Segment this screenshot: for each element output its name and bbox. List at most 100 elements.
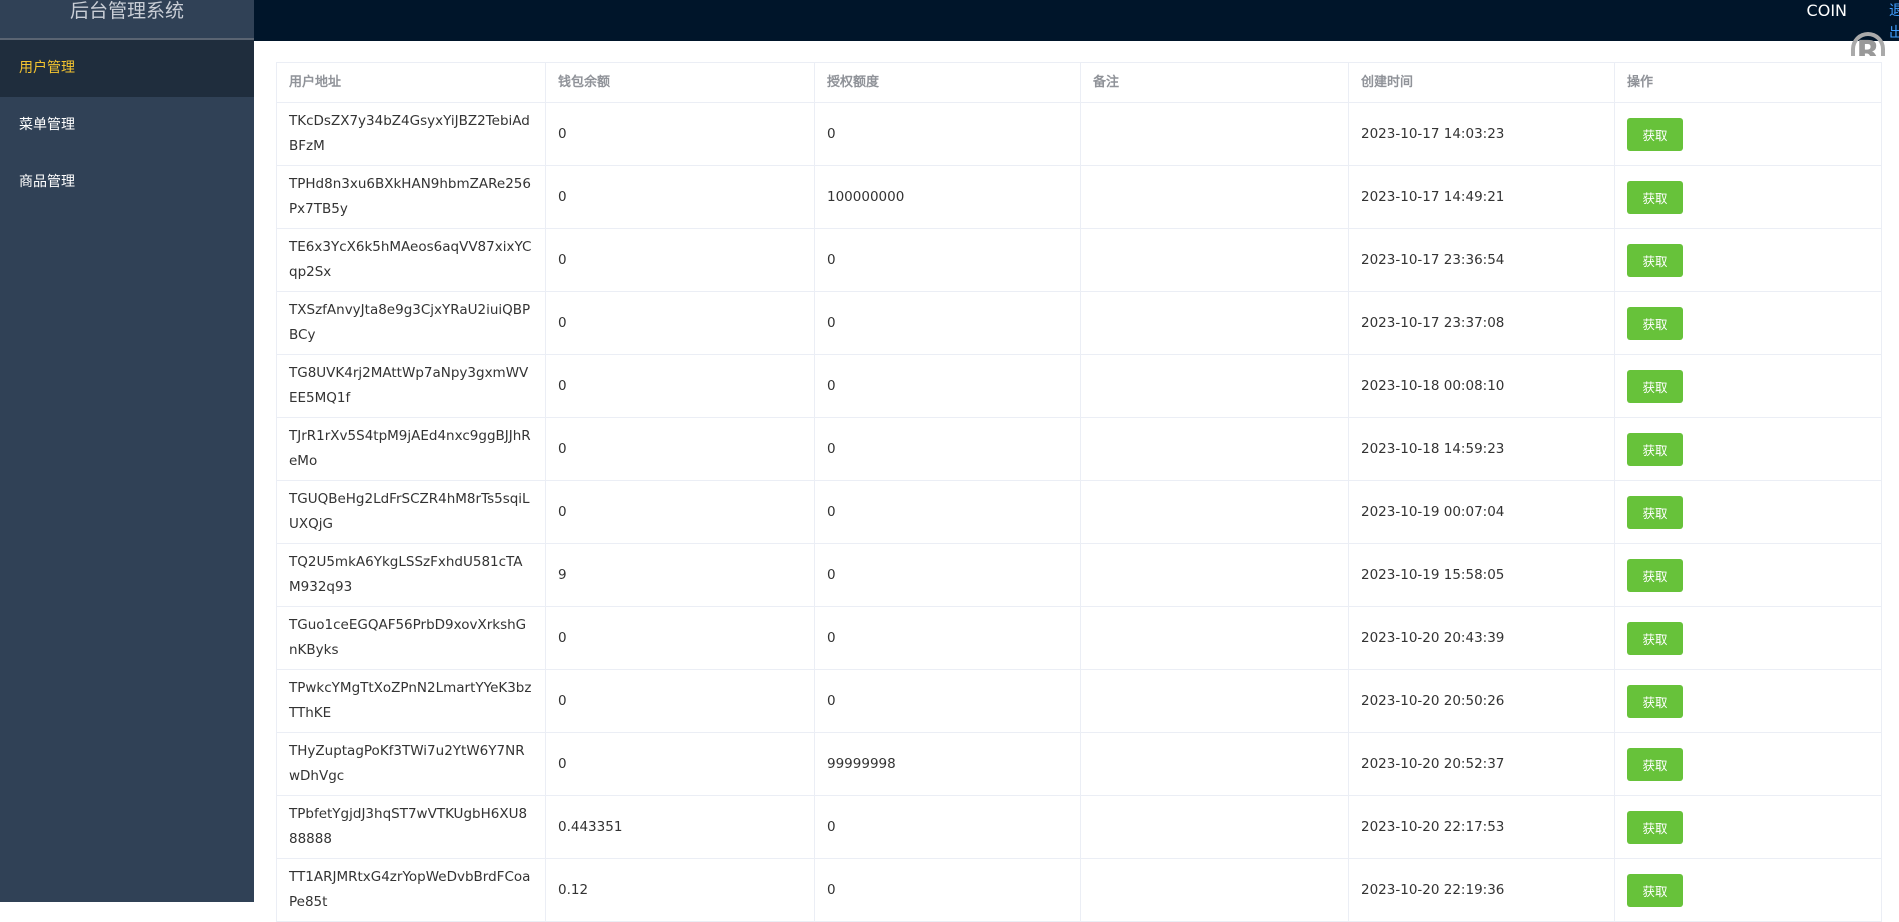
table-row: TQ2U5mkA6YkgLSSzFxhdU581cTAM932q93 9 0 2023… <box>276 543 1882 607</box>
column-header-balance: 钱包余额 <box>545 62 815 103</box>
fetch-button[interactable]: 获取 <box>1627 243 1683 277</box>
cell-allowance: 0 <box>814 354 1081 418</box>
cell-action: 获取 <box>1614 480 1882 544</box>
cell-allowance: 100000000 <box>814 165 1081 229</box>
cell-allowance: 0 <box>814 480 1081 544</box>
cell-balance: 9 <box>545 543 815 607</box>
username: COIN <box>1806 1 1847 20</box>
cell-balance: 0 <box>545 165 815 229</box>
fetch-button[interactable]: 获取 <box>1627 495 1683 529</box>
sidebar-item-0[interactable]: 用户管理 <box>0 40 254 97</box>
cell-address: TGuo1ceEGQAF56PrbD9xovXrkshGnKByks <box>276 606 546 670</box>
cell-created: 2023-10-20 20:43:39 <box>1348 606 1615 670</box>
cell-allowance: 0 <box>814 417 1081 481</box>
cell-balance: 0 <box>545 102 815 166</box>
cell-action: 获取 <box>1614 669 1882 733</box>
cell-remark <box>1080 165 1349 229</box>
main-content: 用户地址 钱包余额 授权额度 备注 创建时间 操作 TKcDsZX7y34bZ4GsyxY… <box>276 62 1882 922</box>
cell-action: 获取 <box>1614 102 1882 166</box>
cell-address: TPwkcYMgTtXoZPnN2LmartYYeK3bzTThKE <box>276 669 546 733</box>
cell-remark <box>1080 858 1349 922</box>
cell-created: 2023-10-17 23:37:08 <box>1348 291 1615 355</box>
fetch-button[interactable]: 获取 <box>1627 747 1683 781</box>
table-row: TPbfetYgjdJ3hqST7wVTKUgbH6XU888888 0.4433… <box>276 795 1882 859</box>
table-row: TPwkcYMgTtXoZPnN2LmartYYeK3bzTThKE 0 0 2023… <box>276 669 1882 733</box>
top-bar: COIN 退出 <box>254 0 1899 41</box>
table-row: TKcDsZX7y34bZ4GsyxYiJBZ2TebiAdBFzM 0 0 2023… <box>276 102 1882 166</box>
app-title: 后台管理系统 <box>0 0 254 40</box>
cell-created: 2023-10-19 15:58:05 <box>1348 543 1615 607</box>
registered-mark-icon: R <box>1851 32 1885 56</box>
cell-created: 2023-10-18 00:08:10 <box>1348 354 1615 418</box>
cell-remark <box>1080 354 1349 418</box>
cell-allowance: 0 <box>814 858 1081 922</box>
cell-action: 获取 <box>1614 417 1882 481</box>
cell-created: 2023-10-20 22:19:36 <box>1348 858 1615 922</box>
cell-address: TXSzfAnvyJta8e9g3CjxYRaU2iuiQBPBCy <box>276 291 546 355</box>
cell-balance: 0 <box>545 606 815 670</box>
logout-link[interactable]: 退出 <box>1889 3 1899 41</box>
fetch-button[interactable]: 获取 <box>1627 621 1683 655</box>
cell-balance: 0 <box>545 291 815 355</box>
cell-remark <box>1080 417 1349 481</box>
sidebar-item-1[interactable]: 菜单管理 <box>19 117 75 133</box>
fetch-button[interactable]: 获取 <box>1627 180 1683 214</box>
cell-address: TPHd8n3xu6BXkHAN9hbmZARe256Px7TB5y <box>276 165 546 229</box>
cell-allowance: 0 <box>814 606 1081 670</box>
cell-remark <box>1080 732 1349 796</box>
cell-address: TJrR1rXv5S4tpM9jAEd4nxc9ggBJJhReMo <box>276 417 546 481</box>
cell-action: 获取 <box>1614 732 1882 796</box>
fetch-button[interactable]: 获取 <box>1627 117 1683 151</box>
sidebar-item-2[interactable]: 商品管理 <box>19 174 75 190</box>
fetch-button[interactable]: 获取 <box>1627 810 1683 844</box>
cell-created: 2023-10-20 22:17:53 <box>1348 795 1615 859</box>
cell-remark <box>1080 795 1349 859</box>
table-row: TPHd8n3xu6BXkHAN9hbmZARe256Px7TB5y 0 10000… <box>276 165 1882 229</box>
cell-balance: 0 <box>545 732 815 796</box>
table-row: TGuo1ceEGQAF56PrbD9xovXrkshGnKByks 0 0 2023… <box>276 606 1882 670</box>
cell-created: 2023-10-17 14:49:21 <box>1348 165 1615 229</box>
table-row: TJrR1rXv5S4tpM9jAEd4nxc9ggBJJhReMo 0 0 2023… <box>276 417 1882 481</box>
cell-address: TPbfetYgjdJ3hqST7wVTKUgbH6XU888888 <box>276 795 546 859</box>
cell-address: TT1ARJMRtxG4zrYopWeDvbBrdFCoaPe85t <box>276 858 546 922</box>
cell-created: 2023-10-18 14:59:23 <box>1348 417 1615 481</box>
cell-remark <box>1080 480 1349 544</box>
cell-created: 2023-10-19 00:07:04 <box>1348 480 1615 544</box>
fetch-button[interactable]: 获取 <box>1627 558 1683 592</box>
cell-address: THyZuptagPoKf3TWi7u2YtW6Y7NRwDhVgc <box>276 732 546 796</box>
cell-address: TG8UVK4rj2MAttWp7aNpy3gxmWVEE5MQ1f <box>276 354 546 418</box>
fetch-button[interactable]: 获取 <box>1627 684 1683 718</box>
cell-allowance: 0 <box>814 102 1081 166</box>
cell-action: 获取 <box>1614 291 1882 355</box>
table-row: THyZuptagPoKf3TWi7u2YtW6Y7NRwDhVgc 0 99999… <box>276 732 1882 796</box>
fetch-button[interactable]: 获取 <box>1627 432 1683 466</box>
cell-action: 获取 <box>1614 606 1882 670</box>
cell-action: 获取 <box>1614 795 1882 859</box>
cell-address: TKcDsZX7y34bZ4GsyxYiJBZ2TebiAdBFzM <box>276 102 546 166</box>
user-table: 用户地址 钱包余额 授权额度 备注 创建时间 操作 TKcDsZX7y34bZ4GsyxY… <box>276 62 1882 922</box>
cell-action: 获取 <box>1614 354 1882 418</box>
cell-allowance: 0 <box>814 795 1081 859</box>
table-row: TT1ARJMRtxG4zrYopWeDvbBrdFCoaPe85t 0.12 0 2… <box>276 858 1882 922</box>
cell-allowance: 0 <box>814 291 1081 355</box>
cell-remark <box>1080 291 1349 355</box>
cell-allowance: 0 <box>814 228 1081 292</box>
cell-remark <box>1080 228 1349 292</box>
table-row: TXSzfAnvyJta8e9g3CjxYRaU2iuiQBPBCy 0 0 2023… <box>276 291 1882 355</box>
cell-balance: 0 <box>545 480 815 544</box>
column-header-created: 创建时间 <box>1348 62 1615 103</box>
fetch-button[interactable]: 获取 <box>1627 306 1683 340</box>
cell-action: 获取 <box>1614 228 1882 292</box>
sidebar: 后台管理系统 用户管理菜单管理商品管理 <box>0 0 254 902</box>
fetch-button[interactable]: 获取 <box>1627 369 1683 403</box>
cell-created: 2023-10-17 23:36:54 <box>1348 228 1615 292</box>
cell-address: TE6x3YcX6k5hMAeos6aqVV87xixYCqp2Sx <box>276 228 546 292</box>
cell-action: 获取 <box>1614 165 1882 229</box>
cell-remark <box>1080 669 1349 733</box>
fetch-button[interactable]: 获取 <box>1627 873 1683 907</box>
column-header-remark: 备注 <box>1080 62 1349 103</box>
cell-balance: 0.443351 <box>545 795 815 859</box>
cell-balance: 0 <box>545 354 815 418</box>
column-header-allowance: 授权额度 <box>814 62 1081 103</box>
column-header-address: 用户地址 <box>276 62 546 103</box>
